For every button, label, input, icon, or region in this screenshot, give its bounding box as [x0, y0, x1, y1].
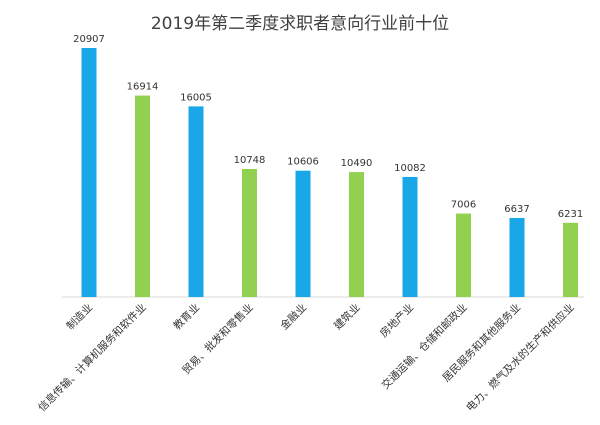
category-label-2: 信息传输、计算机服务和软件业 [35, 301, 148, 414]
bar-value-label-5: 10606 [287, 157, 319, 168]
bars-group: 20907 制造业 16914 信息传输、计算机服务和软件业 16005 教育业 10748… [35, 34, 583, 414]
category-label-10: 电力、燃气及水的生产和供应业 [463, 301, 576, 414]
bar-4 [242, 169, 257, 297]
bar-10 [563, 222, 578, 297]
bar-8 [456, 213, 471, 297]
bar-value-label-4: 10748 [234, 155, 266, 166]
bar-3 [188, 106, 204, 298]
category-label-6: 建筑业 [331, 301, 362, 332]
bar-value-label-10: 6231 [558, 209, 583, 220]
bar-6 [349, 172, 364, 297]
bar-value-label-9: 6637 [504, 204, 529, 215]
bar-2 [135, 95, 150, 297]
category-label-7: 房地产业 [377, 301, 416, 340]
chart-title: 2019年第二季度求职者意向行业前十位 [151, 14, 449, 34]
bar-value-label-2: 16914 [127, 82, 159, 93]
bar-value-label-7: 10082 [394, 163, 426, 174]
bar-1 [81, 48, 97, 298]
category-label-8: 交通运输、仓储和邮政业 [379, 301, 470, 392]
bar-value-label-6: 10490 [341, 158, 373, 169]
bar-value-label-1: 20907 [73, 34, 105, 45]
category-label-3: 教育业 [171, 301, 202, 332]
bar-7 [402, 176, 418, 297]
category-label-1: 制造业 [64, 301, 95, 332]
bar-9 [509, 217, 525, 297]
bar-value-label-8: 7006 [451, 200, 476, 211]
category-label-5: 金融业 [278, 301, 309, 332]
bar-value-label-3: 16005 [180, 92, 212, 103]
bar-5 [295, 170, 311, 297]
